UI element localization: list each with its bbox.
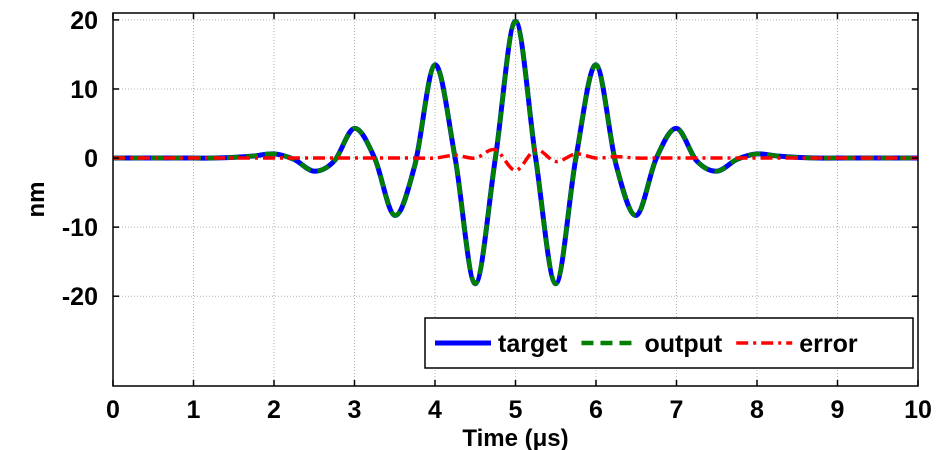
y-tick-label: 10 — [70, 76, 98, 104]
y-tick-label: 20 — [70, 7, 98, 35]
x-tick-label: 4 — [428, 396, 442, 424]
legend-label-error: error — [799, 330, 858, 358]
x-tick-label: 10 — [904, 396, 932, 424]
legend-label-target: target — [498, 330, 568, 358]
series-lines — [112, 18, 918, 287]
x-tick-label: 8 — [750, 396, 764, 424]
x-tick-label: 0 — [106, 396, 120, 424]
x-tick-label: 7 — [670, 396, 684, 424]
x-tick-label: 6 — [589, 396, 603, 424]
y-axis-label: nm — [23, 182, 50, 218]
y-tick-label: -10 — [62, 214, 98, 242]
y-tick-label: 0 — [84, 145, 98, 173]
y-tick-label: -20 — [62, 283, 98, 311]
x-tick-label: 2 — [267, 396, 281, 424]
axis-ticks: 0 1 2 3 4 5 6 7 8 9 10 20 10 0 -10 -20 — [62, 7, 932, 424]
x-axis-label: Time (μs) — [462, 425, 568, 450]
legend: target output error — [424, 317, 914, 369]
series-line-output — [112, 19, 918, 287]
legend-label-output: output — [644, 330, 722, 358]
legend-box — [424, 317, 914, 369]
x-tick-label: 1 — [187, 396, 201, 424]
series-line-error — [112, 147, 918, 173]
x-tick-label: 3 — [348, 396, 362, 424]
x-tick-label: 5 — [509, 396, 523, 424]
x-tick-label: 9 — [831, 396, 845, 424]
